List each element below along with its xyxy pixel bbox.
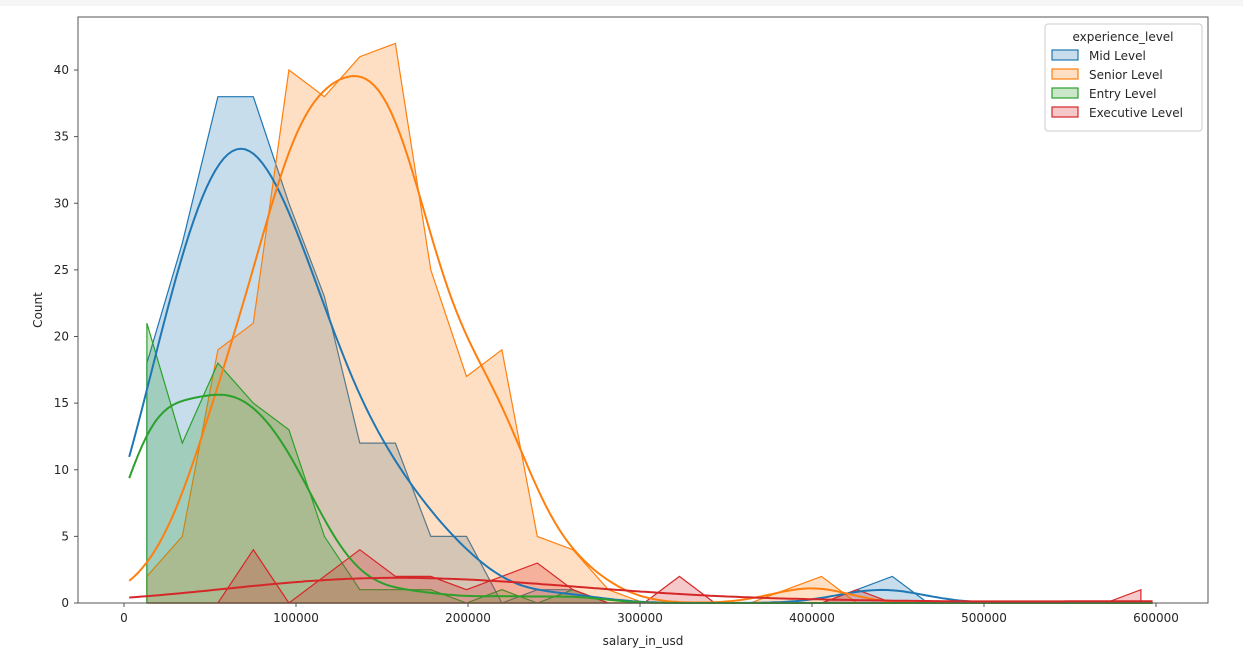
legend-label-executive-level: Executive Level <box>1089 106 1183 120</box>
plot-frame <box>77 16 1209 604</box>
histogram-polygons <box>146 42 1142 604</box>
legend-swatch-mid-level <box>1051 49 1079 61</box>
y-tick-label: 35 <box>54 130 69 144</box>
x-tick-label: 200000 <box>445 611 491 625</box>
legend-swatch-senior-level <box>1051 68 1079 80</box>
y-tick-label: 0 <box>61 596 69 610</box>
top-strip <box>0 0 1243 6</box>
y-tick-label: 20 <box>54 330 69 344</box>
x-tick-label: 300000 <box>617 611 663 625</box>
y-axis-label: Count <box>31 292 45 328</box>
y-tick-label: 25 <box>54 263 69 277</box>
legend-title: experience_level <box>1072 30 1173 44</box>
x-tick-label: 0 <box>120 611 128 625</box>
x-axis-ticks: 0 100000 200000 300000 400000 500000 600000 <box>120 603 1179 625</box>
legend: experience_level Mid Level Senior Level En… <box>1044 23 1203 132</box>
legend-box <box>1044 23 1203 132</box>
y-tick-label: 15 <box>54 396 69 410</box>
legend-label-senior-level: Senior Level <box>1089 68 1163 82</box>
legend-label-entry-level: Entry Level <box>1089 87 1156 101</box>
x-tick-label: 500000 <box>961 611 1007 625</box>
legend-swatch-executive-level <box>1051 106 1079 118</box>
y-tick-label: 5 <box>61 529 69 543</box>
x-tick-label: 100000 <box>273 611 319 625</box>
x-tick-label: 600000 <box>1133 611 1179 625</box>
x-tick-label: 400000 <box>789 611 835 625</box>
legend-swatch-entry-level <box>1051 87 1079 99</box>
kde-curve-executive-level <box>129 576 1153 603</box>
legend-label-mid-level: Mid Level <box>1089 49 1146 63</box>
y-tick-label: 30 <box>54 196 69 210</box>
axes <box>77 16 1209 604</box>
y-tick-label: 40 <box>54 63 69 77</box>
y-tick-label: 10 <box>54 463 69 477</box>
legend-entries: Mid Level Senior Level Entry Level Executiv… <box>1051 49 1183 120</box>
y-axis-ticks: 0 5 10 15 20 25 30 35 40 <box>54 63 78 610</box>
x-axis-label: salary_in_usd <box>603 634 684 648</box>
